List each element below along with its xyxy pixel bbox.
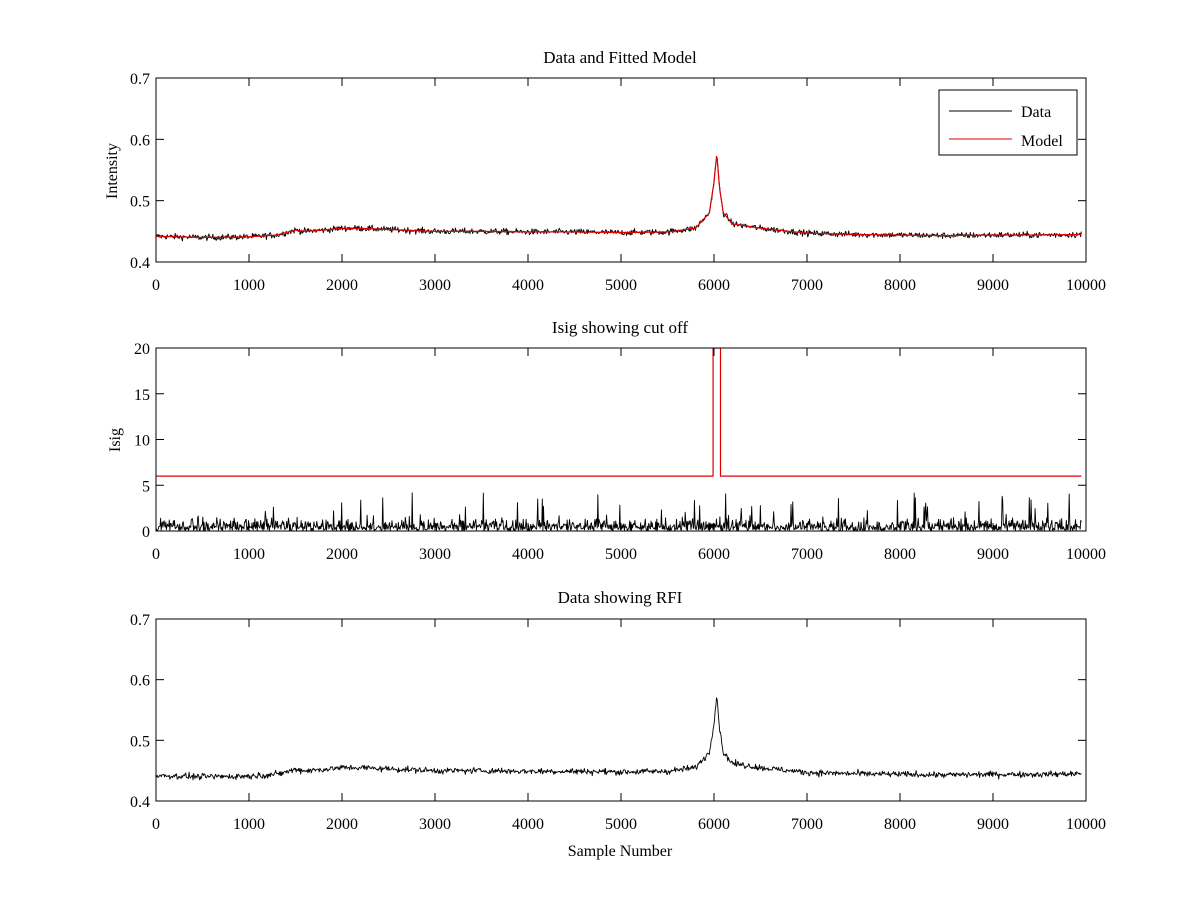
panel-isig: Isig showing cut off Isig 0 1000 2000 3000 4…	[107, 318, 1106, 563]
x-tick-label: 9000	[977, 816, 1009, 833]
x-tick-label: 3000	[419, 816, 451, 833]
x-tick-label: 5000	[605, 277, 637, 294]
x-tick-label: 5000	[605, 816, 637, 833]
x-tick-label: 8000	[884, 277, 916, 294]
y-tick-label: 0.7	[130, 71, 150, 88]
y-tick-label: 0.4	[130, 255, 150, 272]
x-tick-label: 0	[152, 546, 160, 563]
chart-title: Isig showing cut off	[552, 318, 688, 337]
legend: Data Model	[938, 89, 1078, 156]
series-group	[156, 155, 1082, 242]
y-tick-label: 10	[134, 433, 150, 450]
y-tick-label: 0.5	[130, 733, 150, 750]
x-tick-label: 1000	[233, 546, 265, 563]
x-tick-label: 1000	[233, 816, 265, 833]
panel-data-rfi: Data showing RFI Sample Number 0 1000 2000…	[130, 588, 1106, 860]
x-tick-label: 8000	[884, 546, 916, 563]
legend-label-model: Model	[1021, 133, 1063, 150]
x-tick-label: 10000	[1066, 546, 1106, 563]
y-tick-label: 0	[142, 524, 150, 541]
x-tick-label: 9000	[977, 277, 1009, 294]
x-tick-label: 6000	[698, 277, 730, 294]
y-tick-label: 20	[134, 341, 150, 358]
x-tick-label: 1000	[233, 277, 265, 294]
series-line-model	[156, 155, 1082, 239]
x-tick-label: 5000	[605, 546, 637, 563]
series-group	[156, 348, 1082, 531]
x-tick-label: 7000	[791, 546, 823, 563]
x-tick-label: 3000	[419, 546, 451, 563]
x-tick-label: 7000	[791, 816, 823, 833]
y-axis-label: Isig	[107, 428, 124, 452]
panel-data-and-model: Data and Fitted Model Intensity 0 1000 200…	[104, 48, 1106, 294]
x-tick-label: 0	[152, 277, 160, 294]
legend-label-data: Data	[1021, 104, 1051, 121]
x-tick-label: 9000	[977, 546, 1009, 563]
x-tick-label: 2000	[326, 546, 358, 563]
y-tick-label: 0.4	[130, 794, 150, 811]
x-tick-label: 2000	[326, 816, 358, 833]
x-tick-label: 4000	[512, 277, 544, 294]
x-tick-label: 10000	[1066, 277, 1106, 294]
y-axis-label: Intensity	[104, 143, 121, 199]
x-tick-label: 4000	[512, 546, 544, 563]
chart-title: Data showing RFI	[558, 588, 683, 607]
chart-title: Data and Fitted Model	[543, 48, 697, 67]
legend-box	[938, 89, 1078, 156]
y-tick-label: 5	[142, 478, 150, 495]
y-tick-label: 0.7	[130, 612, 150, 629]
series-group	[156, 697, 1082, 781]
y-tick-label: 0.5	[130, 194, 150, 211]
x-tick-label: 3000	[419, 277, 451, 294]
series-line-isig	[156, 492, 1082, 531]
x-tick-label: 7000	[791, 277, 823, 294]
x-tick-label: 6000	[698, 546, 730, 563]
x-axis-label: Sample Number	[568, 843, 673, 860]
x-tick-label: 6000	[698, 816, 730, 833]
x-tick-label: 10000	[1066, 816, 1106, 833]
x-tick-label: 2000	[326, 277, 358, 294]
y-tick-label: 0.6	[130, 132, 150, 149]
series-line-data	[156, 697, 1082, 781]
x-tick-label: 0	[152, 816, 160, 833]
x-tick-label: 4000	[512, 816, 544, 833]
series-line-cut-off	[156, 348, 1082, 477]
x-tick-label: 8000	[884, 816, 916, 833]
y-tick-label: 15	[134, 387, 150, 404]
y-tick-label: 0.6	[130, 673, 150, 690]
